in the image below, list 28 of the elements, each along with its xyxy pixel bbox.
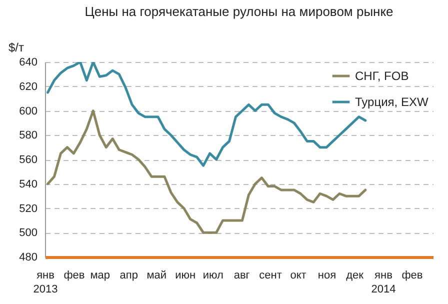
x-tick-label: дек [346,270,364,282]
x-tick-label: май [146,270,167,282]
x-tick-label: фев [402,270,423,282]
y-tick-label: 500 [19,227,38,240]
x-tick-label: июн [175,270,196,282]
x-tick-label: мар [90,270,110,282]
y-tick-label: 580 [19,130,38,142]
x-tick-label: янв 2014 [371,270,396,296]
line-series [46,110,367,234]
x-tick-label: ноя [318,270,336,282]
x-tick-label: фев [64,270,85,282]
legend-label: Турция, EXW [355,95,429,109]
y-tick-label: 640 [19,56,38,68]
x-tick-label: июл [202,270,224,282]
y-tick-label: 520 [19,202,38,215]
y-tick-label: 560 [19,154,38,166]
y-tick-label: 480 [19,252,38,264]
y-tick-label: 540 [19,178,38,190]
x-tick-label: окт [290,270,306,282]
legend-label: СНГ, FOB [355,69,409,83]
x-tick-label: янв 2013 [33,270,58,296]
y-tick-label: 620 [19,80,38,93]
y-axis-title: $/т [8,40,25,54]
x-tick-label: сент [259,270,282,282]
chart-title: Цены на горячекатаные рулоны на мировом рынке [84,4,394,19]
x-tick-label: апр [120,270,138,282]
x-tick-label: авг [234,270,250,282]
y-tick-label: 600 [19,105,38,118]
